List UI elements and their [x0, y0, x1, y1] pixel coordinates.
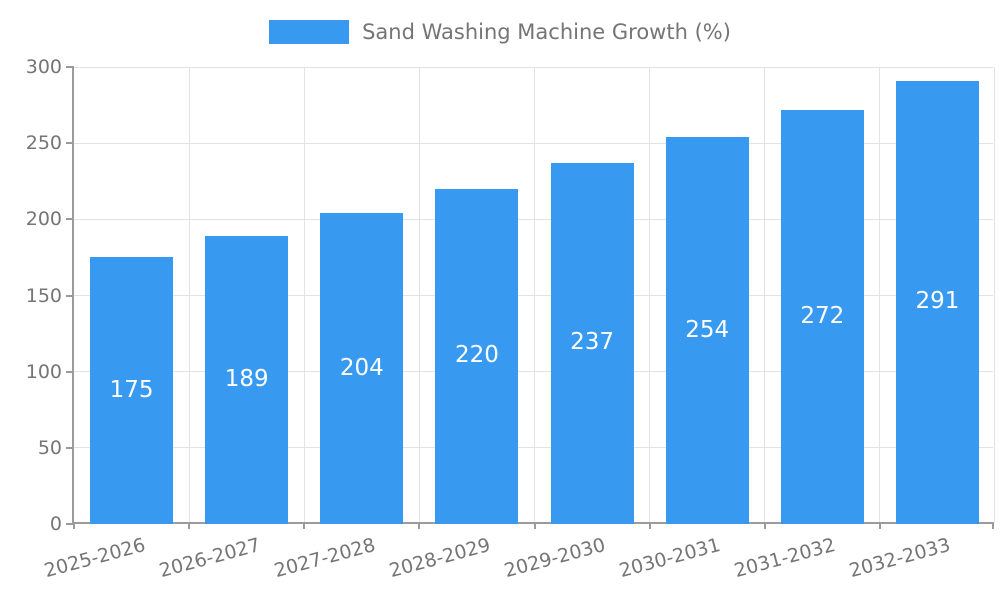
- y-tick-mark: [66, 523, 74, 525]
- bar-value-label: 175: [109, 376, 154, 403]
- bar[interactable]: 189: [205, 236, 289, 524]
- gridline-v: [418, 67, 420, 522]
- gridline-v: [879, 67, 881, 522]
- bar[interactable]: 175: [90, 257, 174, 524]
- x-tick-mark: [73, 522, 75, 529]
- bar-value-label: 254: [685, 316, 730, 343]
- bar-value-label: 237: [570, 329, 615, 356]
- gridline-h: [74, 295, 993, 296]
- y-axis-label: 150: [25, 284, 62, 307]
- gridline-v: [764, 67, 766, 522]
- y-axis-label: 250: [25, 132, 62, 155]
- gridline-h: [74, 142, 993, 144]
- bar-value-label: 272: [800, 302, 845, 329]
- bar[interactable]: 220: [435, 188, 519, 524]
- bar[interactable]: 291: [895, 80, 979, 524]
- gridline-v: [188, 67, 190, 522]
- x-tick-mark: [418, 522, 421, 529]
- x-tick-mark: [763, 522, 766, 529]
- gridline-h: [74, 447, 993, 449]
- bar[interactable]: 272: [780, 109, 864, 524]
- y-tick-mark: [66, 370, 74, 373]
- legend[interactable]: Sand Washing Machine Growth (%): [0, 20, 1000, 44]
- gridline-v: [534, 67, 535, 522]
- bar-value-label: 189: [224, 366, 269, 393]
- y-tick-mark: [66, 446, 74, 449]
- gridline-v: [649, 67, 651, 522]
- x-tick-mark: [303, 522, 306, 529]
- y-axis-label: 100: [25, 360, 62, 383]
- bar[interactable]: 254: [665, 137, 749, 524]
- legend-title: Sand Washing Machine Growth (%): [362, 20, 731, 44]
- legend-swatch: [269, 20, 350, 44]
- y-axis-label: 200: [25, 208, 62, 231]
- gridline-v: [303, 67, 305, 522]
- y-axis-label: 0: [49, 513, 62, 535]
- bar[interactable]: 237: [550, 162, 634, 524]
- bar[interactable]: 204: [320, 213, 404, 524]
- gridline-h: [74, 66, 993, 68]
- x-tick-mark: [992, 522, 994, 529]
- x-tick-mark: [533, 522, 536, 529]
- gridline-h: [74, 371, 993, 373]
- bar-value-label: 204: [339, 354, 384, 381]
- bar-value-label: 291: [915, 288, 960, 315]
- plot-area: 0 50 100 150 200 250 300 175 2025-2026 189 2026-20…: [26, 56, 995, 582]
- x-tick-mark: [188, 522, 191, 529]
- y-tick-mark: [66, 66, 74, 68]
- gridline-h: [74, 218, 993, 220]
- y-tick-mark: [66, 218, 74, 221]
- y-tick-mark: [66, 142, 74, 145]
- bar-value-label: 220: [454, 342, 499, 369]
- x-tick-mark: [878, 522, 881, 529]
- gridline-v: [993, 67, 995, 522]
- y-axis-label: 300: [25, 56, 62, 78]
- x-tick-mark: [648, 522, 651, 529]
- y-tick-mark: [66, 294, 74, 297]
- y-axis-label: 50: [37, 436, 62, 459]
